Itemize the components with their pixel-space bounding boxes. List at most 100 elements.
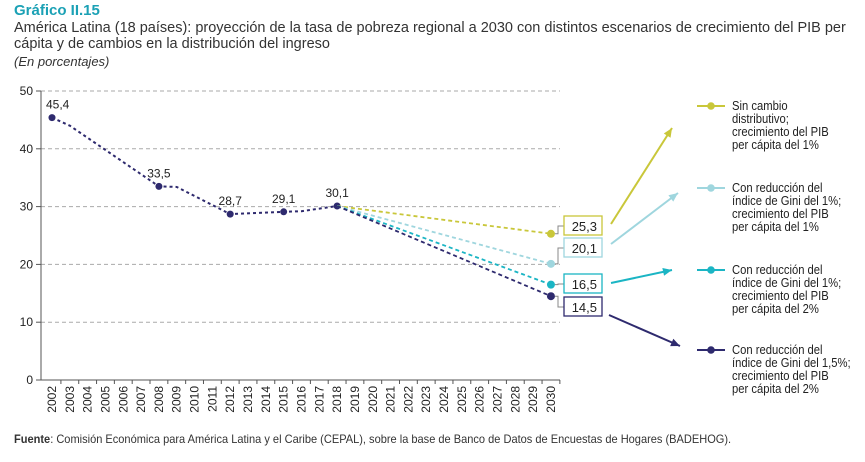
chart-header: Gráfico II.15 América Latina (18 países)… — [14, 2, 854, 71]
x-tick-label: 2019 — [348, 386, 362, 413]
legend-label: distributivo; — [732, 111, 789, 126]
label-leader — [554, 225, 564, 235]
data-label: 29,1 — [272, 192, 296, 206]
x-tick-label: 2012 — [223, 386, 237, 413]
x-tick-label: 2028 — [508, 386, 522, 413]
x-tick-label: 2011 — [205, 386, 219, 412]
legend-label: Con reducción del — [732, 262, 823, 277]
x-tick-label: 2015 — [277, 386, 291, 413]
x-tick-label: 2005 — [98, 386, 112, 413]
scenario-line — [336, 205, 552, 298]
data-label: 28,7 — [219, 194, 243, 208]
data-label: 30,1 — [325, 186, 349, 200]
arrowhead-icon — [663, 128, 672, 138]
source-label: Fuente — [14, 432, 51, 446]
x-tick-label: 2010 — [188, 386, 202, 413]
y-tick-label: 40 — [20, 142, 34, 156]
x-tick-label: 2026 — [473, 386, 487, 413]
x-tick-label: 2023 — [419, 386, 433, 413]
x-tick-label: 2008 — [152, 386, 166, 413]
legend-label: Con reducción del — [732, 342, 823, 357]
value-box — [563, 215, 603, 236]
x-tick-label: 2020 — [366, 386, 380, 413]
x-tick-label: 2007 — [134, 386, 148, 413]
arrowhead-icon — [670, 338, 680, 347]
x-tick-label: 2006 — [116, 386, 130, 413]
value-label: 14,5 — [572, 300, 597, 315]
value-label: 16,5 — [572, 277, 597, 292]
historical-line — [51, 116, 338, 216]
legend-label: per cápita del 1% — [732, 219, 819, 234]
scenario-endpoint — [546, 259, 555, 268]
legend-swatch-marker — [707, 102, 715, 110]
x-tick-label: 2024 — [437, 386, 451, 413]
historical-point — [48, 114, 56, 122]
value-box — [563, 296, 603, 317]
x-tick-label: 2018 — [330, 386, 344, 413]
x-tick-label: 2030 — [544, 386, 558, 413]
historical-point — [280, 208, 288, 216]
scenario-arrow — [610, 192, 679, 245]
data-label: 45,4 — [46, 98, 70, 112]
label-leader — [554, 295, 564, 308]
legend-label: índice de Gini del 1%; — [732, 275, 841, 290]
y-tick-label: 0 — [26, 373, 33, 387]
scenario-arrow — [610, 269, 673, 284]
legend-label: Con reducción del — [732, 180, 823, 195]
value-label: 20,1 — [572, 241, 597, 256]
scenario-endpoint — [546, 280, 555, 289]
legend-label: índice de Gini del 1,5%; — [732, 355, 851, 370]
x-tick-label: 2016 — [294, 386, 308, 413]
x-tick-label: 2027 — [491, 386, 505, 413]
legend-swatch-marker — [707, 346, 715, 354]
value-box — [563, 237, 603, 258]
label-leader — [554, 283, 564, 286]
scenario-endpoint — [546, 229, 555, 238]
legend-label: per cápita del 1% — [732, 137, 819, 152]
x-tick-label: 2013 — [241, 386, 255, 413]
legend-label: per cápita del 2% — [732, 381, 819, 396]
x-tick-label: 2002 — [45, 386, 59, 413]
y-tick-label: 30 — [20, 200, 34, 214]
legend-label: Sin cambio — [732, 98, 788, 113]
source-text: : Comisión Económica para América Latina… — [50, 432, 732, 446]
label-leader — [554, 247, 564, 265]
chart-title: América Latina (18 países): proyección d… — [14, 20, 846, 52]
x-tick-label: 2021 — [384, 386, 398, 413]
value-label: 25,3 — [572, 219, 597, 234]
legend-label: crecimiento del PIB — [732, 124, 829, 139]
figure-label: Gráfico II.15 — [14, 2, 100, 19]
x-tick-label: 2025 — [455, 386, 469, 413]
value-box — [563, 273, 603, 294]
y-tick-label: 10 — [20, 315, 34, 329]
units-label: (En porcentajes) — [14, 54, 110, 69]
x-tick-label: 2004 — [81, 386, 95, 413]
scenario-arrow — [610, 127, 673, 225]
arrowhead-icon — [662, 267, 672, 276]
x-tick-label: 2014 — [259, 386, 273, 413]
x-tick-label: 2022 — [401, 386, 415, 413]
legend-label: índice de Gini del 1%; — [732, 193, 841, 208]
y-tick-label: 20 — [20, 257, 34, 271]
scenario-line — [337, 205, 552, 235]
arrowhead-icon — [668, 193, 678, 202]
historical-point — [155, 182, 163, 190]
x-tick-label: 2003 — [63, 386, 77, 413]
y-tick-label: 50 — [20, 84, 34, 98]
x-tick-label: 2017 — [312, 386, 326, 413]
legend-label: per cápita del 2% — [732, 301, 819, 316]
legend-swatch-marker — [707, 266, 715, 274]
x-tick-label: 2029 — [526, 386, 540, 413]
scenario-endpoint — [546, 292, 555, 301]
legend-swatch-marker — [707, 184, 715, 192]
x-tick-label: 2009 — [170, 386, 184, 413]
historical-point — [226, 210, 234, 218]
scenario-arrow — [608, 314, 681, 347]
legend-label: crecimiento del PIB — [732, 368, 829, 383]
legend-label: crecimiento del PIB — [732, 288, 829, 303]
scenario-line — [336, 205, 552, 286]
data-label: 33,5 — [147, 166, 171, 180]
scenario-line — [336, 205, 552, 265]
source-note: Fuente: Comisión Económica para América … — [14, 432, 731, 446]
